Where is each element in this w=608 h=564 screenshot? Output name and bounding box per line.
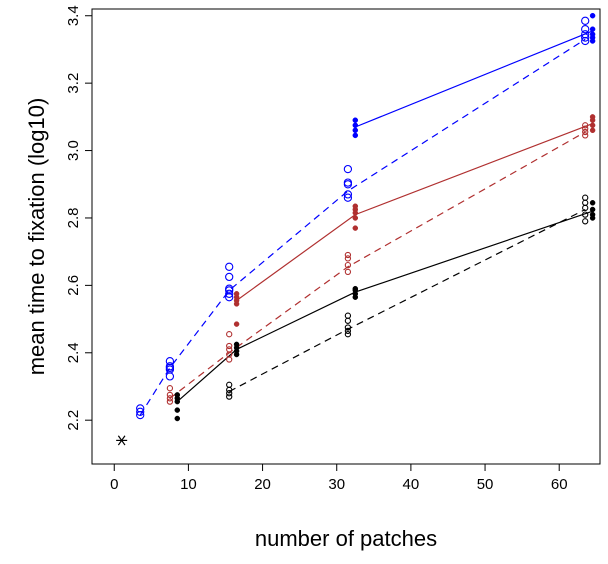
data-point — [226, 393, 233, 400]
series-points — [116, 12, 596, 446]
data-point — [344, 261, 352, 269]
data-point — [352, 225, 359, 231]
data-point — [582, 122, 589, 129]
data-point — [136, 407, 145, 416]
data-point — [225, 272, 234, 282]
plot-frame — [91, 8, 601, 465]
data-point — [344, 312, 352, 319]
data-point — [225, 284, 234, 293]
data-point — [581, 33, 590, 42]
data-point — [589, 211, 596, 218]
data-point — [166, 385, 174, 392]
data-point — [344, 317, 352, 324]
data-point — [174, 392, 181, 398]
data-point — [352, 215, 359, 221]
x-tick-label: 10 — [180, 476, 197, 493]
data-point — [589, 12, 596, 19]
data-point — [226, 346, 233, 353]
data-point — [352, 132, 359, 139]
series-line — [228, 208, 586, 393]
data-point — [343, 190, 353, 199]
x-axis-label: number of patches — [255, 526, 437, 551]
data-point — [166, 398, 174, 405]
asterisk-point — [116, 435, 128, 446]
data-point — [233, 321, 240, 327]
data-point — [226, 390, 233, 397]
data-point — [589, 114, 596, 120]
data-point — [174, 407, 181, 413]
data-point — [352, 285, 359, 292]
data-point — [226, 356, 233, 363]
x-tick-label: 0 — [110, 476, 118, 493]
x-tick-label: 20 — [254, 476, 271, 493]
data-point — [344, 251, 352, 259]
x-tick-label: 50 — [477, 476, 494, 493]
x-tick-label: 30 — [328, 476, 345, 493]
data-point — [582, 132, 589, 139]
data-point — [582, 128, 589, 136]
data-point — [589, 31, 596, 38]
y-tick-label: 2.8 — [65, 208, 82, 229]
series-line — [176, 210, 593, 403]
data-point — [589, 26, 596, 32]
data-point — [343, 164, 353, 174]
series-lines — [139, 30, 593, 416]
series-line — [355, 30, 593, 128]
data-point — [226, 342, 233, 350]
data-point — [581, 16, 590, 25]
data-point — [352, 122, 359, 129]
data-point — [165, 362, 175, 371]
data-point — [352, 127, 359, 134]
data-point — [226, 331, 233, 338]
data-point — [225, 262, 234, 271]
data-point — [343, 180, 353, 189]
y-axis-label: mean time to fixation (log10) — [24, 98, 49, 376]
data-point — [589, 127, 596, 134]
data-point — [344, 268, 352, 276]
y-tick-label: 3.2 — [65, 73, 82, 94]
data-point — [582, 211, 589, 218]
x-tick-label: 60 — [551, 476, 568, 493]
y-tick-label: 3.4 — [65, 5, 82, 26]
data-point — [136, 404, 145, 413]
data-point — [225, 289, 234, 298]
data-point — [165, 372, 175, 381]
data-point — [174, 415, 181, 422]
data-point — [582, 194, 589, 201]
y-tick-label: 3.0 — [65, 140, 82, 161]
data-point — [589, 206, 596, 213]
series-line — [236, 123, 593, 301]
data-point — [582, 125, 589, 132]
data-point — [352, 117, 359, 123]
data-point — [581, 30, 590, 39]
series-line — [139, 38, 586, 416]
data-point — [581, 25, 590, 34]
data-point — [344, 324, 352, 331]
data-point — [226, 381, 233, 388]
data-point — [165, 357, 175, 366]
data-point — [589, 200, 596, 206]
data-point — [352, 203, 359, 209]
data-point — [233, 291, 240, 297]
data-point — [233, 341, 240, 348]
y-tick-label: 2.2 — [65, 410, 82, 431]
y-tick-label: 2.4 — [65, 342, 82, 363]
data-point — [344, 327, 352, 335]
data-point — [582, 218, 589, 225]
data-point — [589, 122, 596, 129]
x-tick-label: 40 — [403, 476, 420, 493]
data-point — [166, 395, 174, 402]
series-line — [169, 131, 586, 399]
data-point — [344, 331, 352, 338]
data-point — [166, 391, 174, 399]
data-point — [582, 199, 589, 206]
y-tick-label: 2.6 — [65, 275, 82, 296]
data-point — [343, 178, 353, 187]
data-point — [343, 193, 353, 202]
y-axis: 2.2 2.4 2.6 2.8 3.0 3.2 3.4 — [65, 5, 92, 431]
x-axis: 0 10 20 30 40 50 60 — [110, 464, 568, 493]
data-point — [344, 255, 352, 262]
